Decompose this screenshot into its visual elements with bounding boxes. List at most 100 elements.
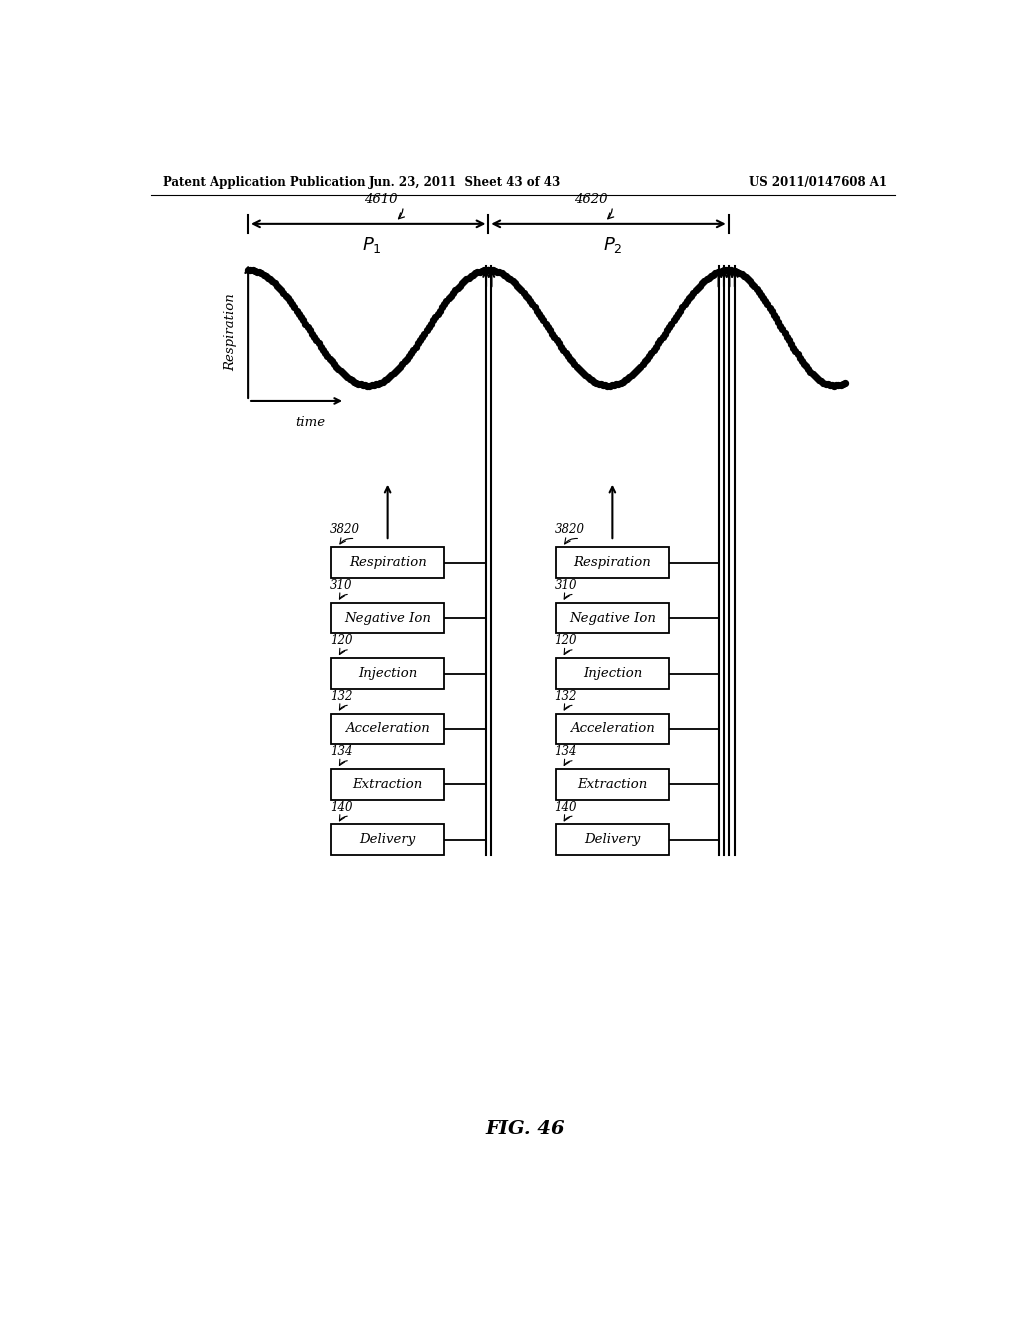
- Point: [643, 342, 659, 363]
- Point: [502, 269, 518, 290]
- Point: [593, 374, 609, 395]
- Point: [796, 352, 812, 374]
- Text: Extraction: Extraction: [352, 777, 423, 791]
- Point: [463, 265, 479, 286]
- Point: [562, 348, 579, 370]
- Point: [364, 375, 380, 396]
- Point: [778, 326, 795, 347]
- Point: [785, 337, 802, 358]
- Point: [280, 288, 296, 309]
- Point: [480, 260, 497, 281]
- Point: [761, 297, 777, 318]
- Point: [538, 313, 554, 334]
- Point: [456, 271, 472, 292]
- Point: [293, 306, 309, 327]
- Point: [429, 304, 445, 325]
- Point: [454, 273, 470, 294]
- Point: [764, 301, 780, 322]
- Point: [813, 371, 829, 392]
- Point: [568, 356, 585, 378]
- Point: [425, 310, 441, 331]
- Point: [287, 297, 303, 318]
- Point: [648, 337, 665, 358]
- Point: [317, 342, 334, 363]
- Point: [440, 288, 457, 309]
- Point: [526, 297, 543, 318]
- Point: [551, 333, 567, 354]
- Point: [794, 350, 810, 371]
- Point: [591, 374, 607, 395]
- Point: [343, 370, 359, 391]
- Point: [639, 348, 655, 370]
- Point: [811, 370, 827, 391]
- Point: [489, 261, 506, 282]
- Text: Negative Ion: Negative Ion: [569, 611, 655, 624]
- Point: [518, 285, 535, 306]
- Point: [696, 271, 713, 292]
- Point: [584, 370, 600, 391]
- Point: [612, 372, 629, 393]
- Point: [331, 358, 347, 379]
- Point: [555, 339, 571, 360]
- Point: [652, 330, 669, 351]
- Text: Acceleration: Acceleration: [345, 722, 430, 735]
- Point: [417, 323, 433, 345]
- Text: 310: 310: [555, 579, 578, 591]
- Point: [757, 290, 773, 312]
- Point: [297, 313, 313, 334]
- Point: [658, 319, 675, 341]
- Text: Injection: Injection: [583, 667, 642, 680]
- Point: [735, 265, 752, 286]
- Point: [461, 267, 477, 288]
- Point: [484, 260, 501, 281]
- Point: [289, 300, 305, 321]
- Point: [641, 345, 657, 366]
- Point: [679, 290, 695, 312]
- Point: [359, 375, 376, 396]
- Text: 140: 140: [330, 801, 352, 813]
- Point: [534, 306, 550, 327]
- Point: [749, 279, 765, 300]
- Point: [381, 367, 397, 388]
- Point: [683, 285, 699, 306]
- Point: [341, 368, 357, 389]
- Point: [815, 372, 831, 393]
- Point: [645, 339, 662, 360]
- Point: [438, 290, 455, 312]
- Point: [524, 294, 541, 315]
- Point: [572, 360, 589, 381]
- Point: [828, 375, 845, 396]
- Point: [536, 310, 552, 331]
- Point: [400, 345, 417, 366]
- Point: [255, 264, 271, 285]
- FancyBboxPatch shape: [332, 825, 443, 855]
- Point: [266, 273, 283, 294]
- Point: [412, 330, 428, 351]
- Text: $P_1$: $P_1$: [362, 235, 382, 255]
- Text: 120: 120: [330, 635, 352, 647]
- Text: 132: 132: [555, 690, 578, 702]
- Point: [372, 372, 388, 393]
- Text: FIG. 46: FIG. 46: [485, 1119, 564, 1138]
- Point: [650, 333, 667, 354]
- Point: [423, 313, 439, 334]
- Point: [253, 263, 269, 284]
- Text: 4610: 4610: [365, 193, 398, 206]
- Point: [410, 333, 426, 354]
- Point: [687, 280, 703, 301]
- FancyBboxPatch shape: [556, 825, 669, 855]
- Point: [302, 319, 318, 341]
- Point: [702, 265, 719, 286]
- Point: [599, 375, 615, 396]
- Point: [465, 264, 481, 285]
- Point: [588, 372, 604, 393]
- Point: [759, 294, 775, 315]
- Point: [557, 342, 573, 363]
- Point: [656, 323, 673, 345]
- Point: [582, 368, 598, 389]
- Point: [549, 330, 565, 351]
- Point: [450, 277, 466, 298]
- Point: [324, 351, 340, 372]
- FancyBboxPatch shape: [556, 548, 669, 578]
- Point: [723, 260, 739, 281]
